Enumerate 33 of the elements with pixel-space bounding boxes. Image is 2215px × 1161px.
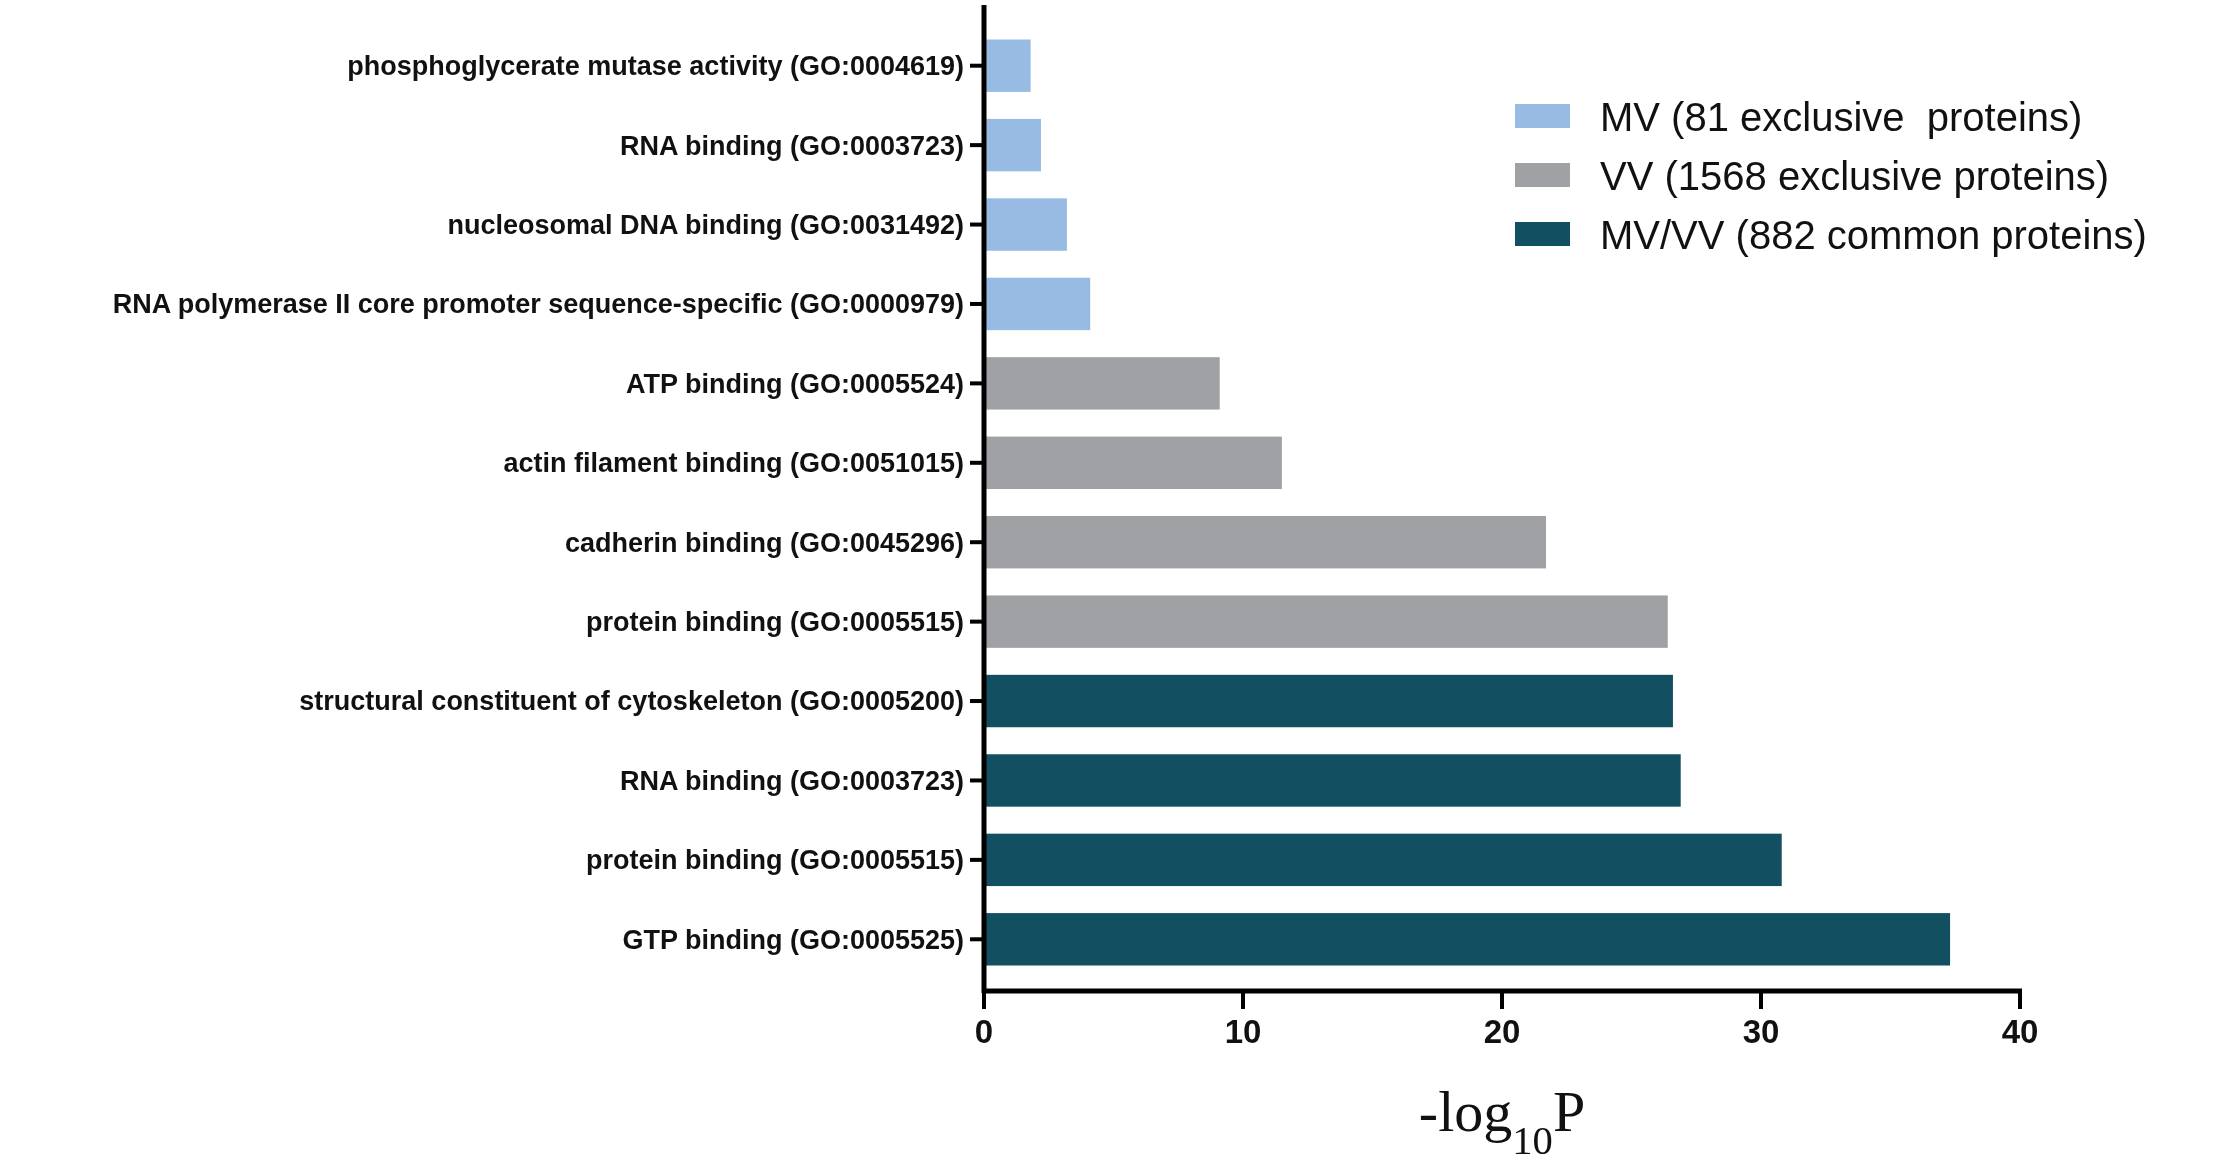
x-tick-label: 30 [1742,1013,1780,1050]
y-tick-label: protein binding (GO:0005515) [585,607,964,638]
legend-label: MV/VV (882 common proteins) [1600,213,2147,257]
bar [984,118,1041,172]
y-tick-label: cadherin binding (GO:0045296) [564,527,964,558]
bar [984,913,1951,966]
bar [984,277,1091,331]
x-tick-label: 40 [2001,1013,2039,1050]
bar [984,595,1668,648]
y-tick-label: actin filament binding (GO:0051015) [503,448,964,479]
x-axis-title: -log$_{10}$P [1418,1079,1586,1161]
y-tick-label: RNA binding (GO:0003723) [619,130,964,161]
bar [984,436,1282,489]
y-tick-label: phosphoglycerate mutase activity (GO:0004619) [347,51,964,82]
y-tick-label: GTP binding (GO:0005525) [622,924,964,955]
legend-label: VV (1568 exclusive proteins) [1600,154,2110,198]
x-tick-label: 20 [1483,1013,1521,1050]
y-tick-label: RNA binding (GO:0003723) [619,765,964,796]
bar [984,754,1681,807]
y-tick-label: structural constituent of cytoskeleton (GO:0005200) [299,686,964,717]
bar [984,357,1220,410]
bar [984,39,1031,92]
y-tick-label: nucleosomal DNA binding (GO:0031492) [447,209,964,240]
y-tick-label: protein binding (GO:0005515) [585,845,964,876]
bar [984,198,1067,251]
y-tick-label: ATP binding (GO:0005524) [625,368,964,399]
x-tick-label: 10 [1224,1013,1262,1050]
x-tick-label: 0 [974,1013,994,1050]
y-tick-label: RNA polymerase II core promoter sequence-specific (GO:0000979) [112,289,964,320]
legend-label: MV (81 exclusive proteins) [1600,95,2083,139]
bar [984,516,1547,569]
bar [984,833,1782,887]
bar [984,674,1673,728]
